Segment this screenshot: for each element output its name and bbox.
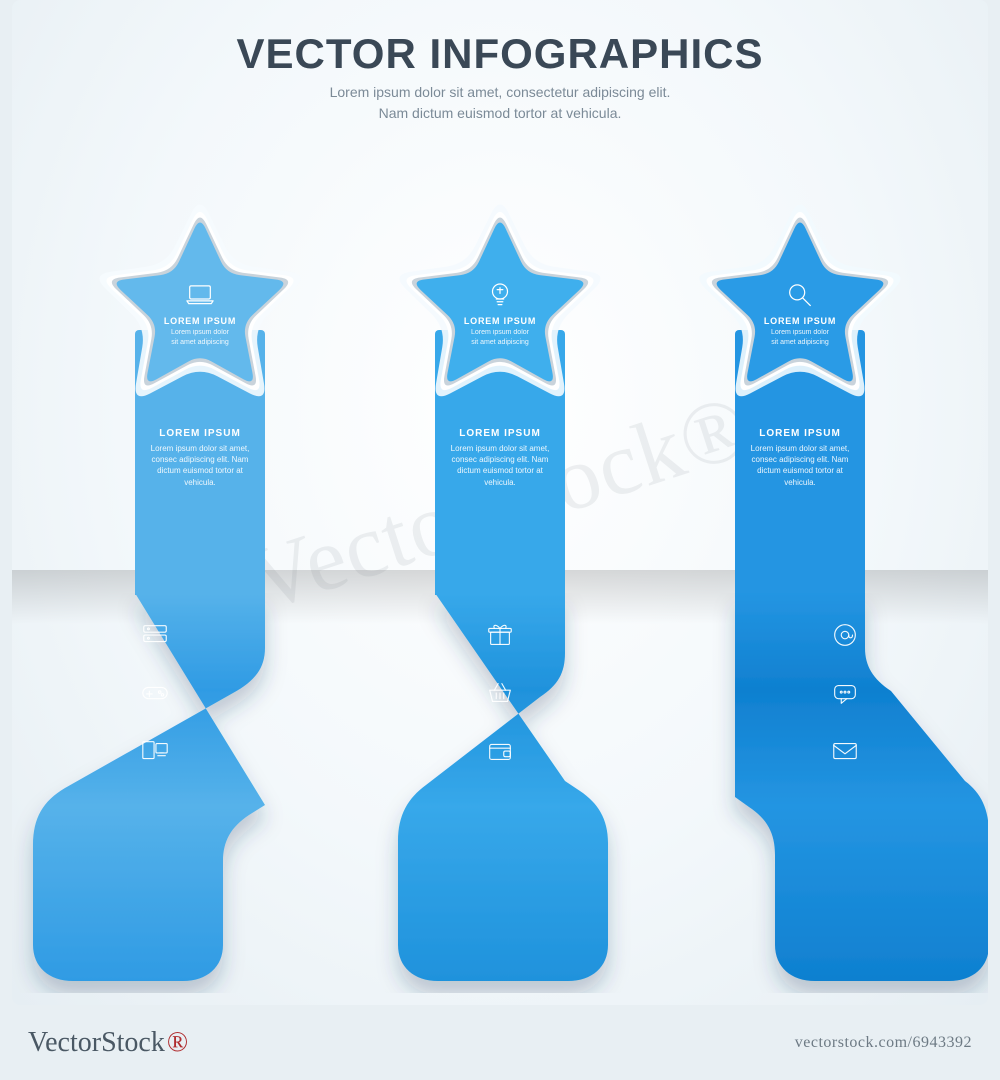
star-content: LOREM IPSUM Lorem ipsum dolorsit amet ad… — [730, 280, 870, 348]
star-content: LOREM IPSUM Lorem ipsum dolorsit amet ad… — [130, 280, 270, 348]
floor-icons — [140, 620, 170, 766]
infographic-canvas: VECTOR INFOGRAPHICS Lorem ipsum dolor si… — [12, 0, 988, 1005]
server-icon — [140, 620, 170, 650]
gift-icon — [485, 620, 515, 650]
header: VECTOR INFOGRAPHICS Lorem ipsum dolor si… — [12, 0, 988, 124]
wallet-icon — [485, 736, 515, 766]
desktop-icon — [140, 736, 170, 766]
image-id: vectorstock.com/6943392 — [795, 1034, 972, 1052]
gamepad-icon — [140, 678, 170, 708]
footer: VectorStock® vectorstock.com/6943392 — [0, 1005, 1000, 1080]
laptop-icon — [185, 280, 215, 310]
brand: VectorStock® — [28, 1027, 188, 1059]
mail-icon — [830, 736, 860, 766]
at-icon — [830, 620, 860, 650]
ribbon-floor — [12, 593, 335, 993]
magnifier-icon — [785, 280, 815, 310]
star-content: LOREM IPSUM Lorem ipsum dolorsit amet ad… — [430, 280, 570, 348]
ribbon-text: LOREM IPSUM Lorem ipsum dolor sit amet, … — [447, 428, 553, 488]
page-title: VECTOR INFOGRAPHICS — [12, 30, 988, 78]
page-subtitle: Lorem ipsum dolor sit amet, consectetur … — [12, 82, 988, 124]
star-badge: LOREM IPSUM Lorem ipsum dolorsit amet ad… — [100, 210, 300, 410]
floor-icons — [830, 620, 860, 766]
floor-icons — [485, 620, 515, 766]
ribbon-floor — [665, 593, 988, 993]
bulb-icon — [485, 280, 515, 310]
chat-icon — [830, 678, 860, 708]
basket-icon — [485, 678, 515, 708]
star-badge: LOREM IPSUM Lorem ipsum dolorsit amet ad… — [700, 210, 900, 410]
ribbon-text: LOREM IPSUM Lorem ipsum dolor sit amet, … — [147, 428, 253, 488]
star-badge: LOREM IPSUM Lorem ipsum dolorsit amet ad… — [400, 210, 600, 410]
ribbon-text: LOREM IPSUM Lorem ipsum dolor sit amet, … — [747, 428, 853, 488]
